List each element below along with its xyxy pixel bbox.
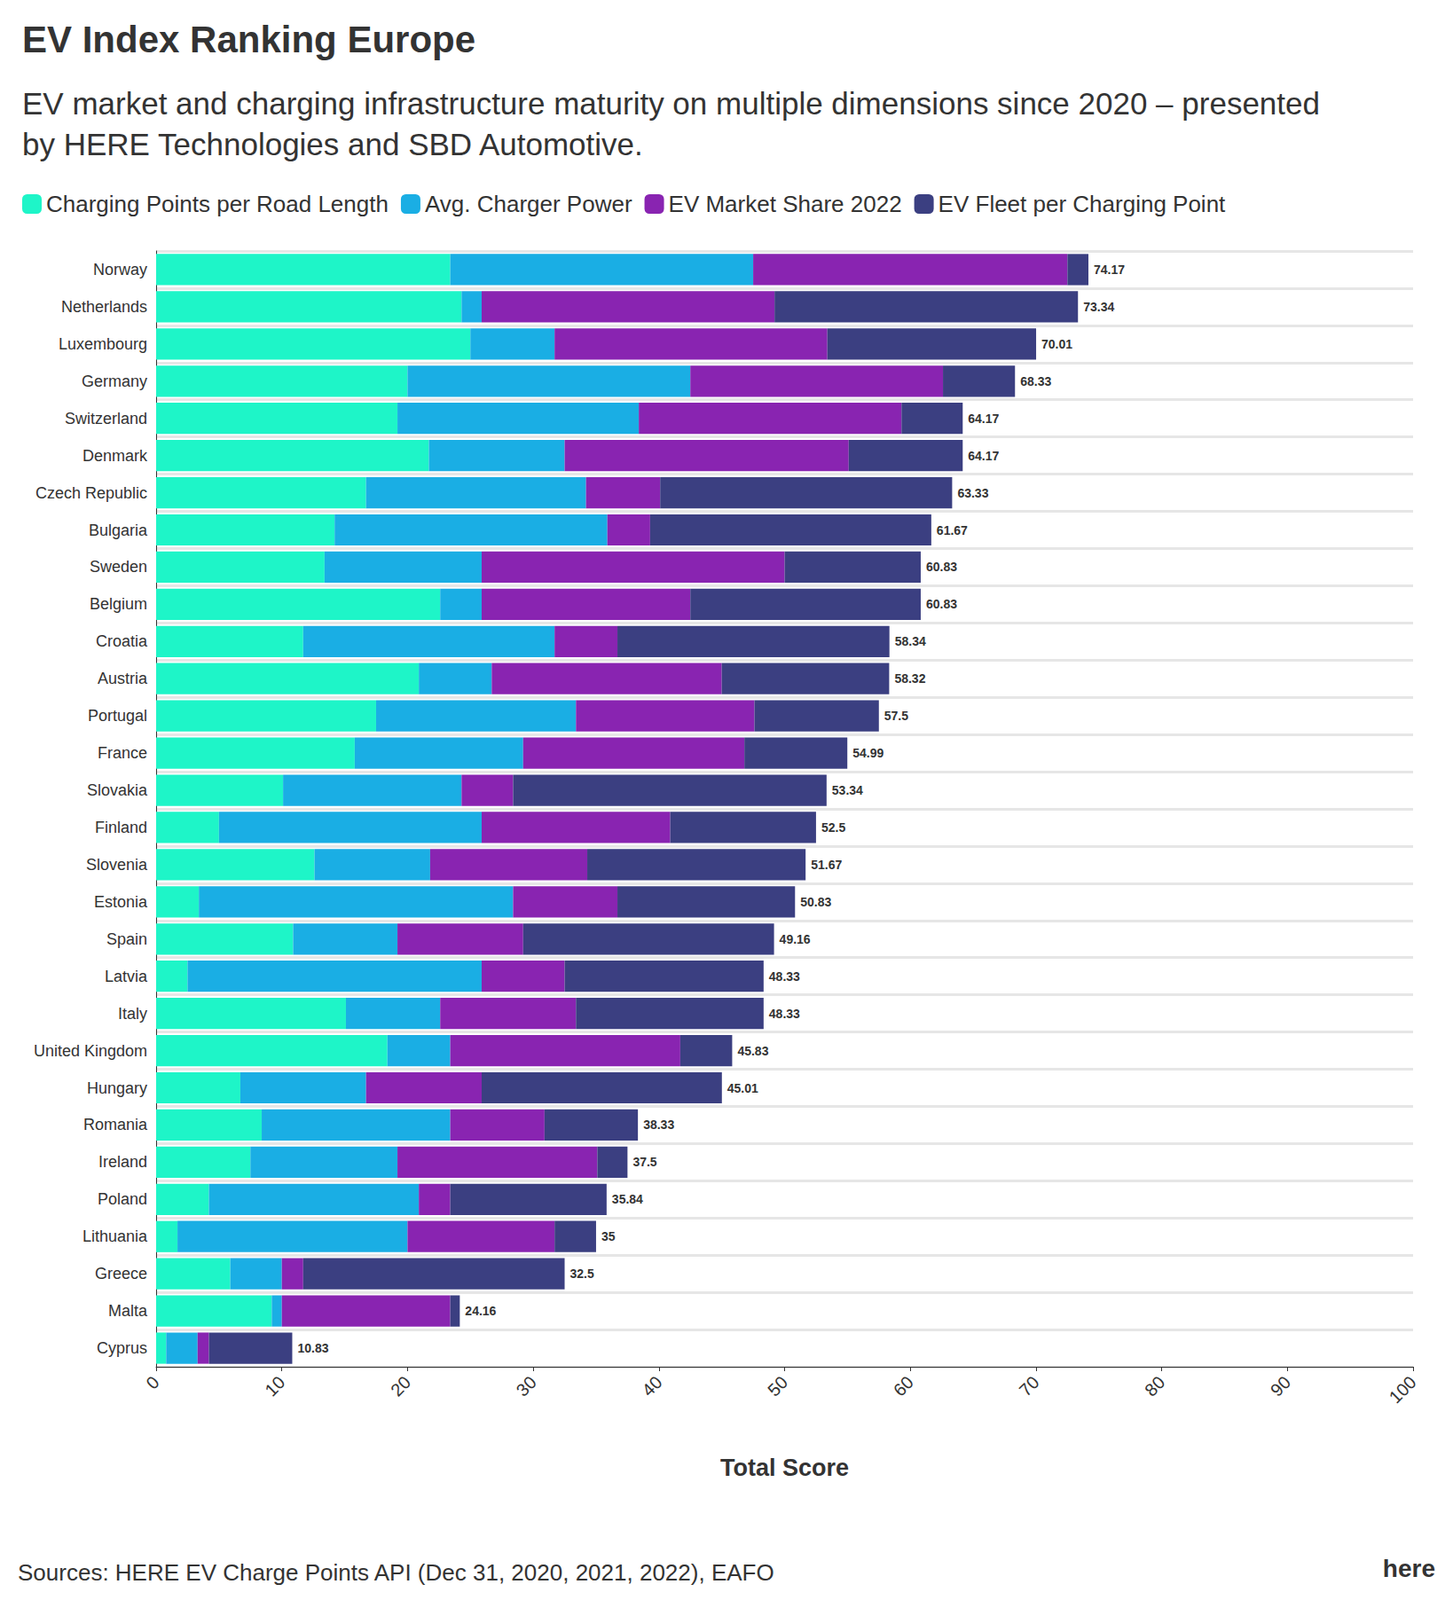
svg-text:32.5: 32.5 <box>570 1266 595 1281</box>
svg-text:38.33: 38.33 <box>643 1117 675 1132</box>
svg-text:48.33: 48.33 <box>769 969 801 984</box>
svg-text:by HERE Technologies and SBD A: by HERE Technologies and SBD Automotive. <box>22 126 644 162</box>
svg-text:64.17: 64.17 <box>967 448 999 464</box>
svg-text:Italy: Italy <box>117 1005 148 1023</box>
svg-text:Avg. Charger Power: Avg. Charger Power <box>424 190 633 218</box>
svg-text:61.67: 61.67 <box>936 523 968 538</box>
svg-text:74.17: 74.17 <box>1093 262 1125 277</box>
svg-text:Bulgaria: Bulgaria <box>88 521 149 540</box>
svg-text:Netherlands: Netherlands <box>61 298 148 316</box>
svg-text:Luxembourg: Luxembourg <box>58 335 148 354</box>
svg-text:60: 60 <box>889 1372 918 1400</box>
svg-text:Spain: Spain <box>106 930 148 949</box>
svg-text:EV Fleet per Charging Point: EV Fleet per Charging Point <box>938 190 1227 218</box>
svg-text:52.5: 52.5 <box>821 820 846 835</box>
svg-text:EV market and charging infrast: EV market and charging infrastructure ma… <box>22 86 1329 121</box>
svg-text:58.32: 58.32 <box>894 671 926 686</box>
svg-text:64.17: 64.17 <box>967 411 999 426</box>
svg-text:100: 100 <box>1385 1372 1421 1407</box>
svg-text:Charging Points per Road Lengt: Charging Points per Road Length <box>46 190 389 218</box>
svg-text:24.16: 24.16 <box>464 1303 496 1319</box>
svg-text:Slovakia: Slovakia <box>86 781 149 800</box>
svg-text:Poland: Poland <box>97 1190 148 1209</box>
svg-text:France: France <box>97 744 148 762</box>
svg-text:Belgium: Belgium <box>89 595 148 613</box>
svg-text:Czech Republic: Czech Republic <box>35 484 148 503</box>
svg-text:68.33: 68.33 <box>1020 374 1052 389</box>
svg-text:70.01: 70.01 <box>1041 337 1073 352</box>
svg-text:Denmark: Denmark <box>82 447 149 465</box>
svg-text:80: 80 <box>1140 1372 1169 1400</box>
svg-text:Finland: Finland <box>94 818 148 837</box>
svg-text:49.16: 49.16 <box>779 932 811 947</box>
svg-text:Romania: Romania <box>83 1115 149 1134</box>
svg-text:EV Index Ranking Europe: EV Index Ranking Europe <box>22 18 476 61</box>
svg-text:United Kingdom: United Kingdom <box>33 1042 148 1061</box>
svg-text:45.01: 45.01 <box>727 1081 759 1096</box>
svg-text:Switzerland: Switzerland <box>64 409 148 428</box>
svg-text:45.83: 45.83 <box>737 1044 769 1059</box>
svg-text:50: 50 <box>763 1372 792 1400</box>
svg-text:Austria: Austria <box>97 669 149 688</box>
svg-text:73.34: 73.34 <box>1083 299 1115 315</box>
svg-text:EV Market Share 2022: EV Market Share 2022 <box>668 190 903 218</box>
svg-text:20: 20 <box>386 1372 415 1400</box>
svg-text:Croatia: Croatia <box>95 632 149 651</box>
svg-text:0: 0 <box>141 1372 163 1393</box>
svg-text:40: 40 <box>637 1372 666 1400</box>
svg-text:48.33: 48.33 <box>769 1006 801 1022</box>
svg-text:54.99: 54.99 <box>852 746 884 761</box>
svg-text:Norway: Norway <box>93 260 148 279</box>
svg-text:90: 90 <box>1266 1372 1295 1400</box>
svg-text:60.83: 60.83 <box>926 596 958 612</box>
svg-text:70: 70 <box>1014 1372 1043 1400</box>
svg-text:60.83: 60.83 <box>926 559 958 574</box>
svg-text:Greece: Greece <box>94 1264 148 1283</box>
svg-text:Ireland: Ireland <box>98 1153 148 1171</box>
svg-text:57.5: 57.5 <box>884 708 909 723</box>
svg-text:53.34: 53.34 <box>832 783 864 798</box>
svg-text:35: 35 <box>601 1229 616 1244</box>
svg-text:Lithuania: Lithuania <box>82 1227 149 1246</box>
svg-text:37.5: 37.5 <box>632 1154 657 1170</box>
svg-text:Sources: HERE EV Charge Points: Sources: HERE EV Charge Points API (Dec … <box>17 1559 775 1587</box>
svg-text:10.83: 10.83 <box>297 1341 329 1356</box>
svg-text:Total Score: Total Score <box>720 1454 849 1482</box>
svg-text:58.34: 58.34 <box>895 634 927 649</box>
svg-text:Malta: Malta <box>108 1302 149 1320</box>
svg-text:63.33: 63.33 <box>957 486 989 501</box>
svg-text:50.83: 50.83 <box>800 895 832 910</box>
svg-text:Slovenia: Slovenia <box>86 856 149 874</box>
svg-text:Germany: Germany <box>81 372 148 391</box>
svg-text:Portugal: Portugal <box>87 706 148 725</box>
svg-text:Cyprus: Cyprus <box>96 1339 148 1358</box>
svg-text:35.84: 35.84 <box>612 1192 644 1207</box>
svg-text:Latvia: Latvia <box>104 967 149 986</box>
svg-text:Estonia: Estonia <box>94 893 149 912</box>
svg-text:30: 30 <box>512 1372 541 1400</box>
svg-text:51.67: 51.67 <box>810 857 842 872</box>
svg-text:here: here <box>1382 1555 1436 1583</box>
svg-text:Hungary: Hungary <box>86 1079 148 1098</box>
svg-text:Sweden: Sweden <box>89 557 148 576</box>
svg-text:10: 10 <box>260 1372 289 1400</box>
